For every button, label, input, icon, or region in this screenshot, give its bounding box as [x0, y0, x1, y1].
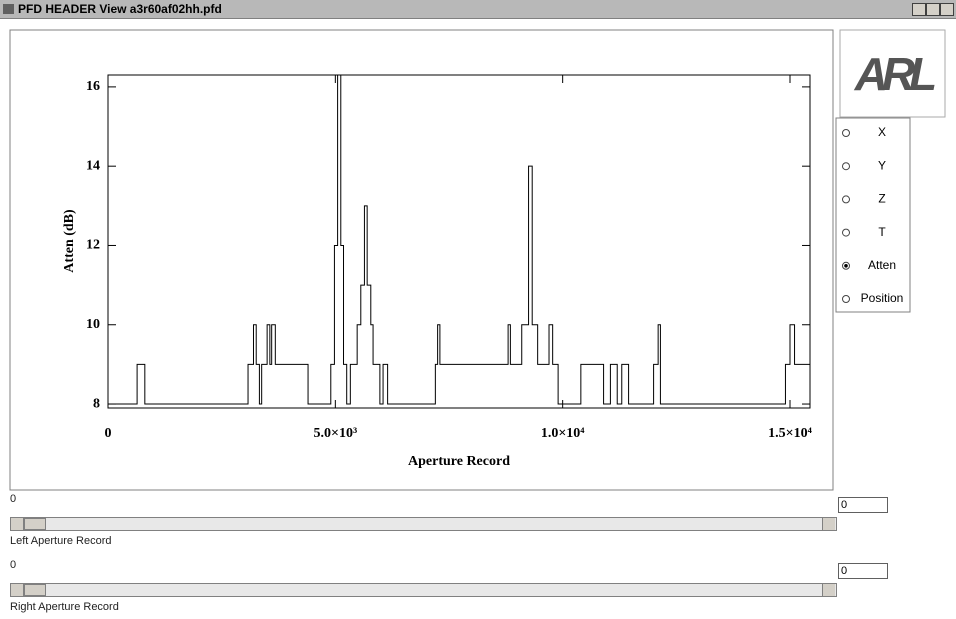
scroll-left[interactable] [11, 584, 24, 596]
value-box[interactable]: 0 [838, 563, 888, 579]
logo-box [839, 29, 946, 118]
plot-frame [107, 74, 811, 409]
plot-panel [9, 29, 834, 491]
option-label: Position [861, 291, 904, 305]
y-tick-label: 12 [86, 238, 100, 253]
y-tick-label: 10 [86, 317, 100, 332]
y-tick-label: 16 [86, 79, 100, 94]
y-axis-title: Atten (dB) [62, 209, 77, 273]
x-tick-label: 1.0×10⁴ [541, 426, 585, 441]
slider-value: 0 [10, 493, 17, 505]
x-axis-title: Aperture Record [408, 454, 510, 469]
scroll-right[interactable] [822, 518, 835, 530]
data-line [108, 74, 810, 405]
y-tick-label: 8 [93, 396, 100, 411]
radio-button[interactable] [842, 129, 850, 137]
scrollbar[interactable] [10, 583, 837, 597]
scroll-right[interactable] [822, 584, 835, 596]
scroll-left[interactable] [11, 518, 24, 530]
scroll-thumb[interactable] [24, 518, 46, 530]
option-label: Y [878, 158, 886, 172]
y-tick-label: 14 [86, 158, 100, 173]
value-box[interactable]: 0 [838, 497, 888, 513]
scroll-thumb[interactable] [24, 584, 46, 596]
x-tick-label: 1.5×10⁴ [768, 426, 812, 441]
window-icon [3, 4, 14, 14]
radio-button[interactable] [842, 162, 850, 171]
radio-button[interactable] [842, 228, 850, 237]
option-label: T [878, 225, 886, 239]
slider-value: 0 [10, 559, 17, 571]
title-bar [0, 0, 956, 19]
window-title: PFD HEADER View a3r60af02hh.pfd [18, 2, 222, 16]
maximize-button[interactable] [926, 3, 940, 16]
x-tick-label: 5.0×10³ [313, 426, 357, 441]
logo: ARL [854, 48, 935, 100]
close-button[interactable] [940, 3, 954, 16]
option-label: X [878, 125, 886, 139]
minimize-button[interactable] [912, 3, 926, 16]
option-panel [835, 117, 911, 313]
radio-dot [844, 264, 848, 268]
scrollbar[interactable] [10, 517, 837, 531]
option-label: Atten [868, 258, 896, 272]
option-label: Z [878, 192, 885, 206]
slider-label: Right Aperture Record [10, 601, 119, 613]
x-tick-label: 0 [105, 426, 112, 441]
slider-label: Left Aperture Record [10, 535, 112, 547]
radio-button[interactable] [842, 295, 850, 303]
radio-button[interactable] [842, 195, 850, 204]
